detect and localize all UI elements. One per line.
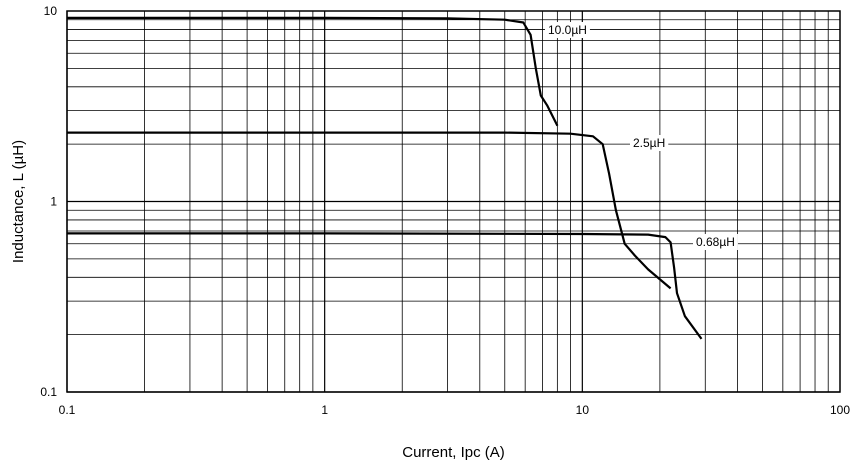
x-tick-label: 1 xyxy=(321,403,328,417)
series-label-background xyxy=(693,234,738,250)
x-tick-labels: 0.1 1 10 100 xyxy=(59,403,851,417)
series-line-0-68-h xyxy=(67,232,703,340)
y-axis-title: Inductance, L (µH) xyxy=(10,140,27,263)
y-tick-labels: 10 1 0.1 xyxy=(40,4,57,399)
series-label-background xyxy=(630,135,669,151)
series-line-2-5-h xyxy=(67,131,672,290)
series-curves xyxy=(67,16,703,340)
x-axis-title: Current, Ipc (A) xyxy=(402,444,505,461)
series-line-10-0-h xyxy=(67,16,559,127)
y-tick-label: 10 xyxy=(44,4,58,18)
y-tick-label: 1 xyxy=(50,195,57,209)
series-label-2-5-h: 2.5µH xyxy=(633,136,665,150)
y-tick-label: 0.1 xyxy=(40,385,57,399)
x-tick-label: 100 xyxy=(830,403,850,417)
x-tick-label: 0.1 xyxy=(59,403,76,417)
x-tick-label: 10 xyxy=(576,403,590,417)
series-labels: 10.0µH 2.5µH 0.68µH xyxy=(545,22,738,250)
plot-border xyxy=(66,10,841,393)
series-label-background xyxy=(545,22,590,38)
series-label-0-68-h: 0.68µH xyxy=(696,235,735,249)
series-label-10-0-h: 10.0µH xyxy=(548,23,587,37)
plot-frame xyxy=(66,10,841,393)
